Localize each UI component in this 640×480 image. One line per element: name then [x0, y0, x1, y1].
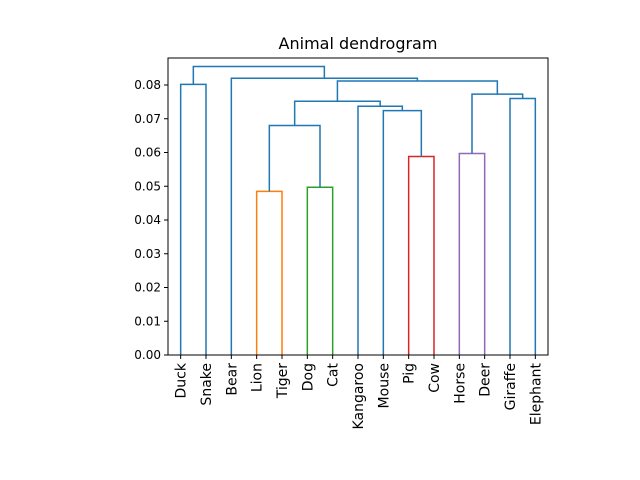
- chart-title: Animal dendrogram: [279, 34, 438, 53]
- x-axis-ticks: Duck Snake Bear Lion Tiger Dog Cat Kangaroo Mous…: [174, 355, 544, 429]
- plot-frame: [167, 57, 549, 356]
- leaf-label: Duck: [174, 362, 190, 398]
- y-tick-label: 0.08: [134, 78, 161, 92]
- y-tick-label: 0.06: [134, 146, 161, 160]
- leaf-label: Bear: [224, 363, 240, 396]
- leaf-label: Horse: [452, 363, 468, 404]
- leaf-label: Dog: [300, 363, 316, 391]
- dendrogram-link: [255, 190, 283, 355]
- leaf-label: Pig: [402, 363, 418, 384]
- y-axis-ticks: 0.00 0.01 0.02 0.03 0.04 0.05 0.06 0.07 0.08: [134, 78, 168, 362]
- leaf-label: Giraffe: [503, 363, 519, 410]
- dendrogram-link: [192, 65, 326, 85]
- leaf-label: Mouse: [376, 363, 392, 408]
- leaf-label: Elephant: [528, 363, 544, 426]
- leaf-label: Cow: [427, 363, 443, 393]
- y-tick-label: 0.07: [134, 112, 161, 126]
- leaf-label: Tiger: [275, 363, 291, 400]
- leaf-label: Deer: [478, 363, 494, 397]
- y-tick-label: 0.05: [134, 179, 161, 193]
- leaf-label: Kangaroo: [351, 363, 367, 429]
- y-tick-label: 0.03: [134, 247, 161, 261]
- y-tick-label: 0.04: [134, 213, 161, 227]
- dendrogram-links: [179, 65, 537, 355]
- y-tick-label: 0.00: [134, 348, 161, 362]
- leaf-label: Snake: [199, 363, 215, 406]
- leaf-label: Lion: [250, 363, 266, 392]
- y-tick-label: 0.02: [134, 281, 161, 295]
- y-tick-label: 0.01: [134, 314, 161, 328]
- leaf-label: Cat: [326, 362, 342, 386]
